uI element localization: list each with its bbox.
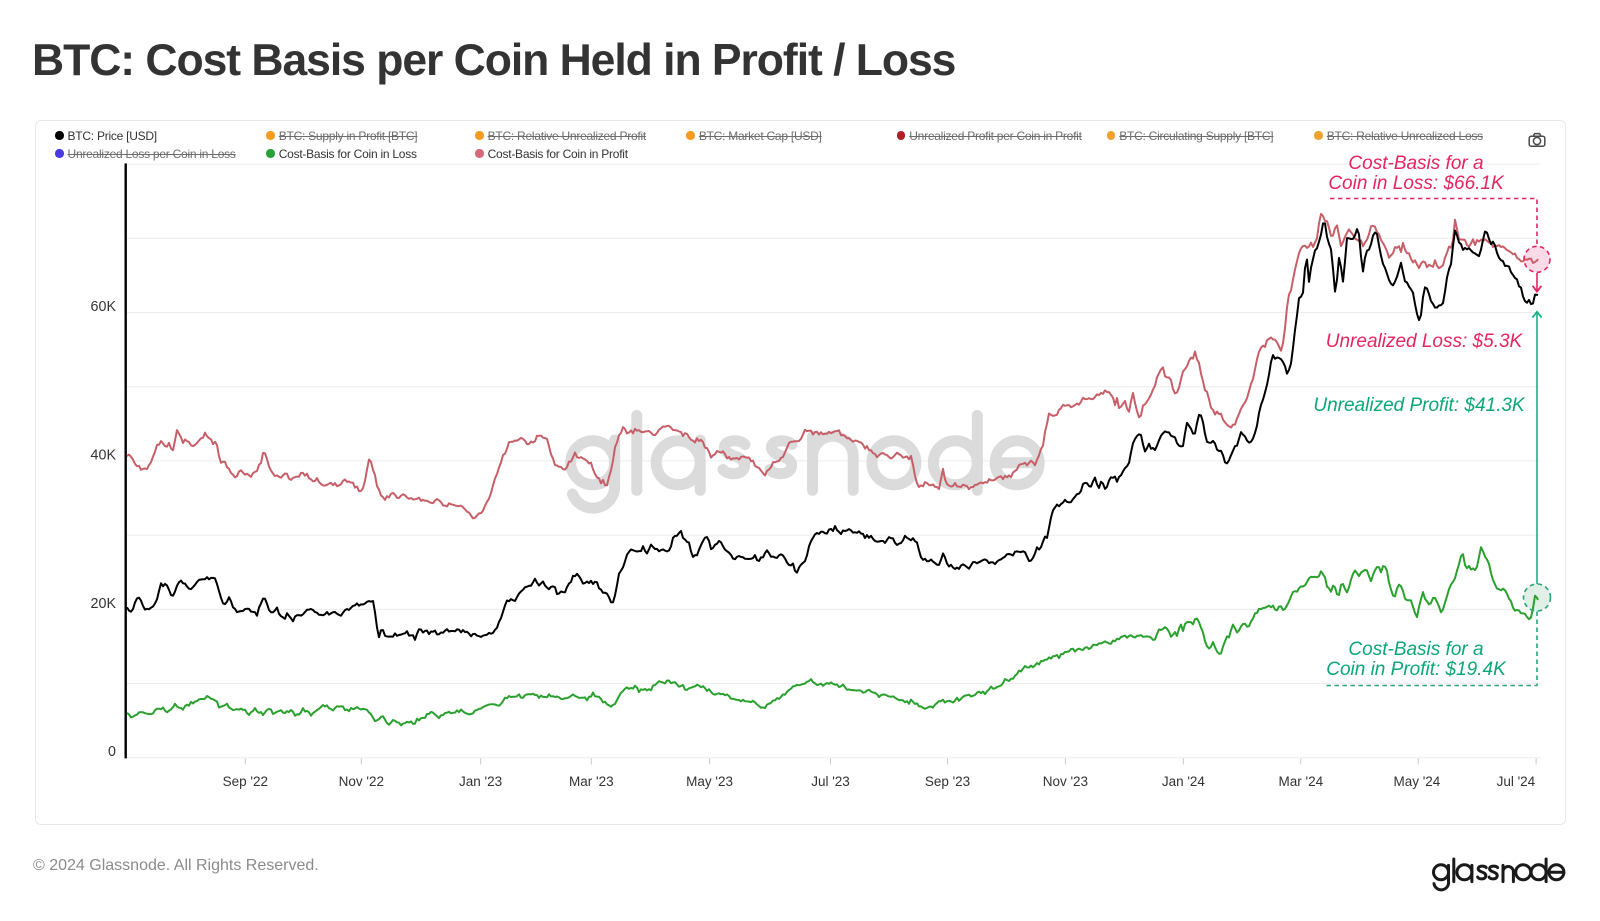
svg-text:Jul '24: Jul '24 — [1497, 774, 1536, 789]
svg-text:0: 0 — [108, 744, 116, 760]
svg-text:Jul '23: Jul '23 — [811, 774, 850, 789]
svg-text:May '23: May '23 — [686, 774, 733, 789]
svg-text:May '24: May '24 — [1393, 774, 1440, 789]
svg-text:20K: 20K — [91, 596, 117, 612]
svg-text:Nov '22: Nov '22 — [339, 774, 384, 789]
svg-text:60K: 60K — [91, 299, 117, 315]
svg-text:Sep '22: Sep '22 — [223, 774, 268, 789]
svg-text:Mar '24: Mar '24 — [1279, 774, 1324, 789]
svg-text:40K: 40K — [91, 447, 117, 463]
svg-text:Jan '24: Jan '24 — [1162, 774, 1206, 789]
svg-text:Nov '23: Nov '23 — [1043, 774, 1088, 789]
svg-text:Jan '23: Jan '23 — [459, 774, 502, 789]
svg-text:Sep '23: Sep '23 — [925, 774, 970, 789]
svg-text:Mar '23: Mar '23 — [569, 774, 614, 789]
